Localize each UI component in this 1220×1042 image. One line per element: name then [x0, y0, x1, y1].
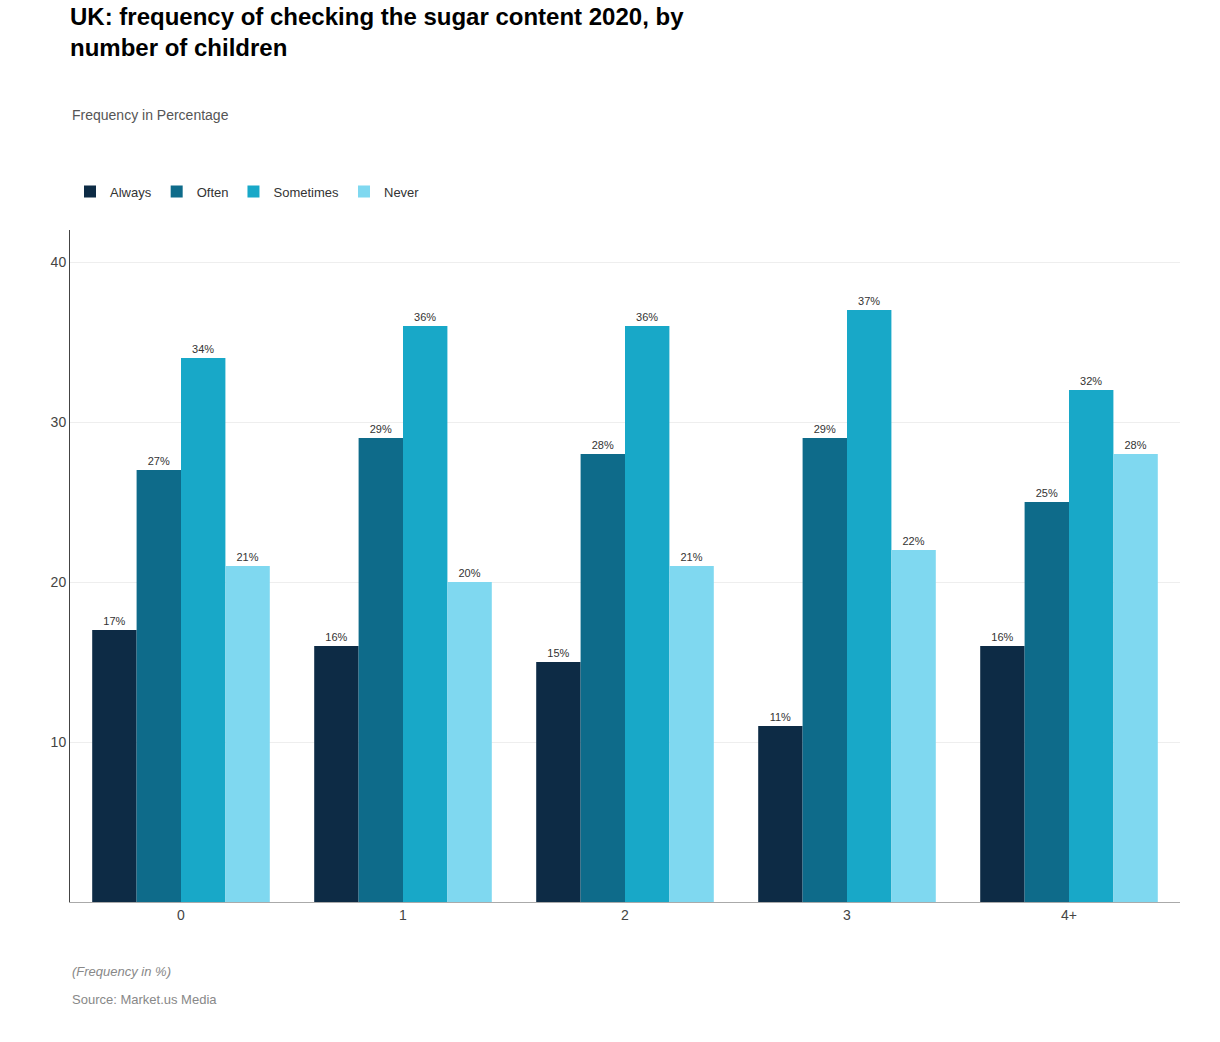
svg-text:16%: 16%: [991, 631, 1013, 643]
svg-text:Frequency in Percentage: Frequency in Percentage: [72, 107, 229, 123]
svg-text:(Frequency in %): (Frequency in %): [72, 964, 171, 979]
svg-text:20: 20: [51, 574, 67, 590]
svg-text:Often: Often: [197, 185, 229, 200]
svg-text:15%: 15%: [547, 647, 569, 659]
svg-text:17%: 17%: [103, 615, 125, 627]
svg-text:10: 10: [51, 734, 67, 750]
svg-text:Source: Market.us Media: Source: Market.us Media: [72, 992, 217, 1007]
svg-text:16%: 16%: [325, 631, 347, 643]
svg-text:27%: 27%: [148, 455, 170, 467]
svg-text:UK: frequency of checking the: UK: frequency of checking the sugar cont…: [70, 3, 684, 61]
svg-text:29%: 29%: [814, 423, 836, 435]
svg-text:30: 30: [51, 414, 67, 430]
svg-text:22%: 22%: [902, 535, 924, 547]
svg-text:Sometimes: Sometimes: [273, 185, 339, 200]
svg-text:21%: 21%: [680, 551, 702, 563]
svg-text:Always: Always: [110, 185, 152, 200]
svg-text:4+: 4+: [1061, 907, 1077, 923]
svg-text:36%: 36%: [414, 311, 436, 323]
svg-text:25%: 25%: [1036, 487, 1058, 499]
svg-text:36%: 36%: [636, 311, 658, 323]
svg-text:40: 40: [51, 254, 67, 270]
svg-text:11%: 11%: [770, 711, 791, 723]
svg-text:21%: 21%: [236, 551, 258, 563]
svg-text:32%: 32%: [1080, 375, 1102, 387]
svg-text:2: 2: [621, 907, 629, 923]
svg-text:20%: 20%: [458, 567, 480, 579]
svg-text:28%: 28%: [592, 439, 614, 451]
svg-text:3: 3: [843, 907, 851, 923]
svg-text:1: 1: [399, 907, 407, 923]
svg-text:29%: 29%: [370, 423, 392, 435]
svg-text:28%: 28%: [1124, 439, 1146, 451]
svg-text:37%: 37%: [858, 295, 880, 307]
svg-text:34%: 34%: [192, 343, 214, 355]
svg-text:Never: Never: [384, 185, 419, 200]
svg-text:0: 0: [177, 907, 185, 923]
